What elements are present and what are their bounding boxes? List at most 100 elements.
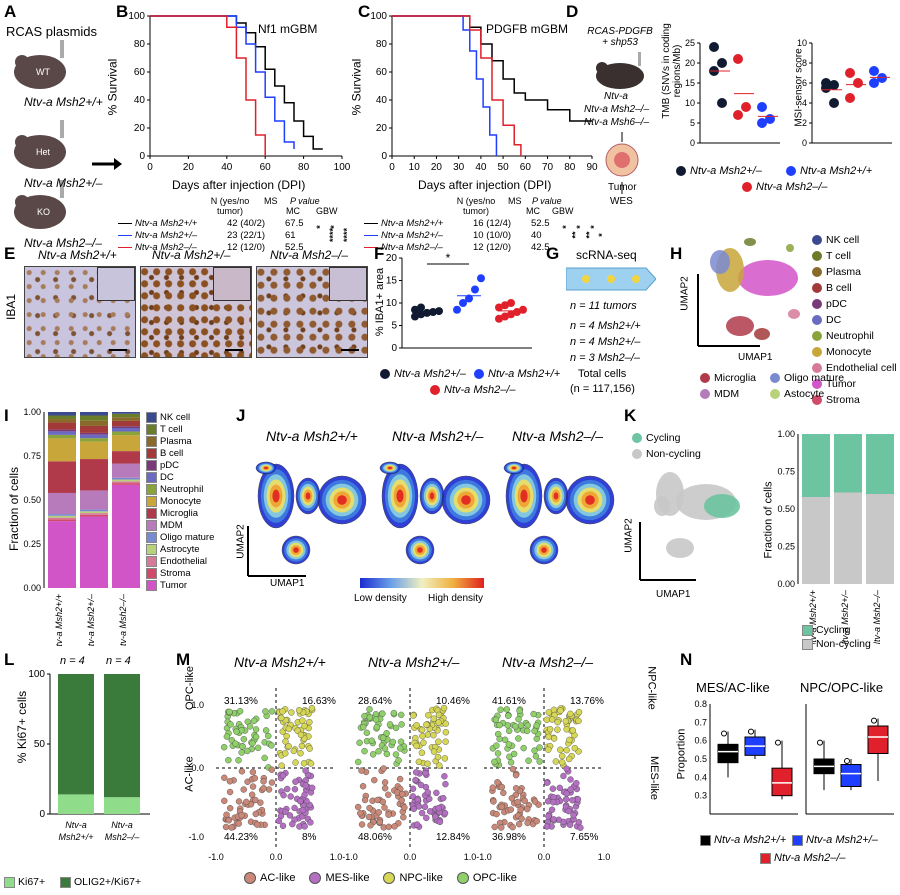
cell-point (301, 791, 308, 799)
stacked-segment (48, 415, 76, 420)
cell-point (517, 722, 525, 729)
scrna-tube-icon (566, 267, 656, 291)
legend-item: Plasma (812, 266, 900, 282)
y-tick-label: 6 (802, 78, 807, 88)
y-tick-label: 10 (386, 298, 398, 309)
cell-point (235, 757, 242, 764)
cell-point (301, 722, 308, 730)
cell-point (409, 785, 417, 792)
cell-point (494, 779, 501, 786)
y-tick-label: 5 (391, 321, 397, 332)
panel-d-legend-0: Ntv-a Msh2+/– (676, 165, 762, 177)
group-label: Ntv-a Msh2–/– (118, 593, 128, 646)
cell-point (412, 776, 419, 784)
density-contour (417, 547, 423, 553)
umap-cluster (754, 328, 770, 340)
cell-point (415, 758, 423, 766)
panel-n-title-0: MES/AC-like (696, 680, 770, 695)
panel-l-ki67-bars: 0 50 100 Ntv-a Msh2+/+ Ntv-a Msh2–/– (28, 669, 150, 842)
density-contour (512, 466, 516, 470)
box-point (844, 758, 850, 764)
panel-m-right-bottom: MES-like (648, 755, 661, 801)
umap-cluster (738, 260, 798, 296)
panel-a-title: RCAS plasmids (6, 24, 98, 39)
cell-point (374, 796, 381, 804)
cell-point (379, 798, 387, 806)
x-tick-label: 0.0 (270, 852, 283, 862)
panel-i-stacked-bars: 0.00 0.25 0.50 0.75 1.00 Ntv-a Msh2+/+ Ntv-a M… (23, 407, 140, 646)
legend-item: NK cell (812, 234, 900, 250)
y-tick-label: 40 (376, 95, 388, 106)
cell-point (252, 810, 259, 818)
cell-point (299, 717, 306, 724)
cell-point (238, 812, 245, 819)
cell-point (422, 769, 429, 777)
cell-point (557, 746, 564, 754)
data-point (845, 68, 855, 78)
y-tick-label: 15 (386, 276, 398, 287)
cell-point (515, 735, 522, 742)
cell-point (436, 818, 444, 826)
cell-point (442, 780, 449, 788)
panel-n-boxplots: 0.3 0.4 0.5 0.6 0.7 0.8 (694, 699, 894, 815)
group-label: Ntv-a Msh2+/– (840, 589, 850, 644)
cell-point (221, 774, 228, 782)
cell-point (368, 737, 376, 744)
cell-point (518, 815, 525, 822)
cell-point (381, 779, 389, 786)
cell-point (430, 715, 437, 722)
y-tick-label: 0.4 (694, 772, 707, 782)
group-label: Msh2+/+ (58, 832, 93, 842)
y-tick-label: 20 (386, 253, 398, 264)
stacked-segment (80, 432, 108, 435)
stacked-segment (48, 412, 76, 416)
cell-point (297, 797, 304, 805)
cell-point (530, 710, 537, 718)
panel-c-xlabel: Days after injection (DPI) (418, 178, 552, 192)
cell-point (494, 750, 502, 757)
cell-point (380, 765, 387, 772)
box-point (775, 739, 781, 746)
cell-point (233, 728, 240, 735)
data-point (869, 66, 879, 76)
cell-point (235, 798, 243, 805)
panel-h-legend-bottom-2: MDM (700, 388, 739, 400)
data-point (471, 285, 479, 294)
legend-item: Oligo mature (146, 532, 236, 544)
cell-point (397, 738, 405, 745)
cell-point (379, 734, 387, 741)
panel-b-ylabel: % Survival (105, 58, 120, 116)
cell-point (426, 808, 434, 815)
stacked-segment (80, 420, 108, 426)
y-tick-label: 20 (685, 58, 695, 68)
cell-point (493, 742, 500, 749)
cell-point (307, 760, 315, 767)
y-tick-label: 60 (376, 67, 388, 78)
y-tick-label: -1.0 (188, 832, 204, 842)
stacked-segment (48, 431, 76, 435)
bar-cycling (866, 434, 894, 494)
data-point (757, 102, 767, 112)
cell-point (565, 807, 572, 815)
cell-point (558, 759, 566, 766)
x-tick-label: 60 (260, 162, 272, 173)
cell-point (418, 809, 426, 817)
stacked-segment (112, 479, 140, 482)
stacked-segment (48, 461, 76, 493)
density-contour (305, 492, 311, 500)
umap-cluster (726, 316, 754, 336)
significance-star: * (328, 225, 339, 229)
data-point (411, 312, 419, 321)
stacked-segment (112, 417, 140, 421)
umap-cluster (654, 496, 670, 516)
cell-point (244, 747, 251, 755)
stacked-segment (112, 435, 140, 452)
cell-point (295, 707, 303, 714)
density-contour (293, 547, 299, 553)
cell-point (236, 708, 244, 715)
quadrant-percent: 31.13% (224, 696, 258, 707)
y-tick-label: 0.50 (777, 504, 795, 514)
y-tick-label: 40 (134, 95, 146, 106)
y-tick-label: 0.25 (23, 539, 41, 549)
cell-point (369, 751, 377, 758)
